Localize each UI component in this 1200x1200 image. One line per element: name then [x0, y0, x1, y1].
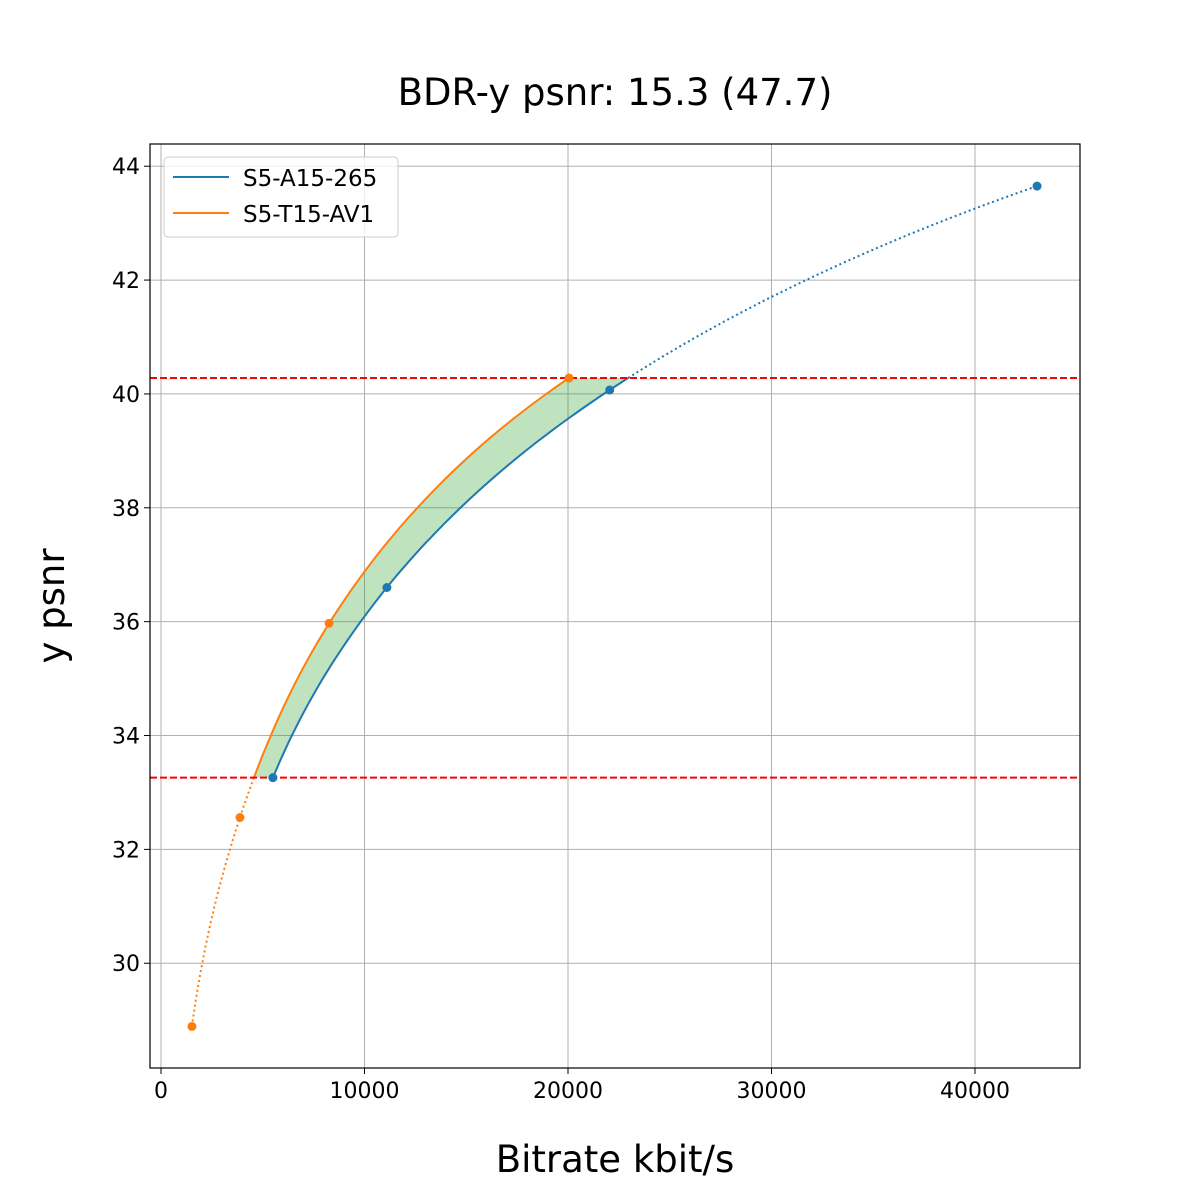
- series-1-point: [605, 385, 615, 395]
- y-tick-label: 44: [112, 155, 140, 180]
- legend: S5-A15-265 S5-T15-AV1: [163, 156, 399, 238]
- series-2-point: [324, 618, 334, 628]
- chart-title: BDR-y psnr: 15.3 (47.7): [398, 71, 833, 114]
- y-tick-label: 30: [112, 952, 140, 977]
- legend-label-series-1: S5-A15-265: [243, 166, 377, 192]
- x-tick-label: 40000: [940, 1079, 1010, 1104]
- series-1-point: [268, 773, 278, 783]
- series-1-point: [1032, 181, 1042, 191]
- bd-area-fill: [253, 378, 629, 778]
- x-tick-label: 30000: [736, 1079, 806, 1104]
- y-tick-label: 40: [112, 383, 140, 408]
- y-axis-label: y psnr: [30, 548, 73, 664]
- y-tick-label: 42: [112, 269, 140, 294]
- series-1-dotted-line: [627, 185, 1038, 379]
- x-tick-label: 10000: [330, 1079, 400, 1104]
- y-tick-label: 36: [112, 611, 140, 636]
- series-2-point: [235, 813, 245, 823]
- series-2-line: [252, 377, 570, 778]
- series-1-point: [382, 582, 392, 592]
- plot-frame: [149, 143, 1081, 1069]
- series-2-dotted-line: [190, 777, 255, 1027]
- x-axis-label: Bitrate kbit/s: [496, 1138, 735, 1181]
- x-tick-label: 20000: [533, 1079, 603, 1104]
- y-tick-label: 38: [112, 497, 140, 522]
- y-tick-label: 32: [112, 838, 140, 863]
- x-tick-label: 0: [154, 1079, 168, 1104]
- legend-label-series-2: S5-T15-AV1: [243, 202, 374, 228]
- y-tick-label: 34: [112, 725, 140, 750]
- series-2-point: [564, 373, 574, 383]
- series-1-line: [271, 377, 629, 778]
- series-2-point: [187, 1021, 197, 1031]
